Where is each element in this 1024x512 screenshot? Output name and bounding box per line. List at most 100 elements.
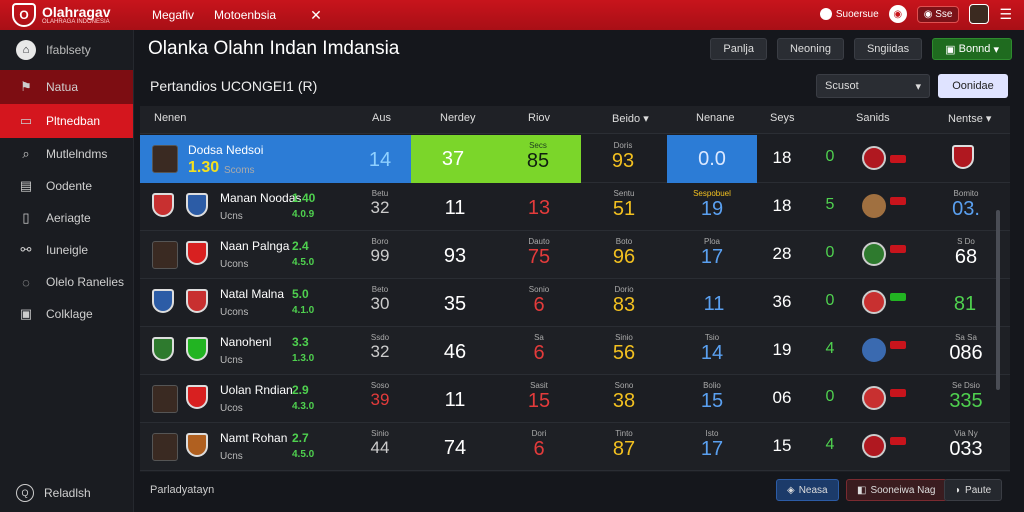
- col-header-6[interactable]: Seys: [770, 112, 795, 124]
- chevron-down-icon: ▾: [915, 80, 921, 93]
- sidebar-item-3[interactable]: ⌕ Mutlelndms: [0, 138, 133, 170]
- col-header-4[interactable]: Beido ▾: [612, 113, 649, 125]
- stat-cell: Boto 96: [596, 237, 652, 269]
- table-row[interactable]: Uolan Rndian 2.9 Ucos 4.3.0 Soso 39 11 Sa…: [140, 375, 1010, 423]
- stat-cell: Soso 39: [360, 381, 400, 410]
- sidebar-item-4[interactable]: ▤ Oodente: [0, 170, 133, 202]
- top-bar: O Olahragav OLAHRAGA INDONESIA Megafiv M…: [0, 0, 1024, 30]
- player-rating-secondary: 4.3.0: [292, 401, 315, 412]
- stat-label: Sinio: [371, 429, 389, 438]
- tag-icon: [890, 197, 906, 205]
- account-pill[interactable]: ◉ Sse: [916, 5, 960, 23]
- player-rating-secondary: 4.5.0: [292, 449, 315, 460]
- club-crest-icon: [152, 193, 174, 217]
- table-row[interactable]: Nanohenl 3.3 Ucns 1.3.0 Ssdo 32 46 Sa 6 Si…: [140, 327, 1010, 375]
- stat-value: 0.0: [698, 148, 726, 170]
- close-icon[interactable]: ✕: [310, 6, 322, 23]
- stat-cell: Boro 99: [360, 237, 400, 266]
- stat-label: Ploa: [703, 237, 720, 246]
- sidebar-bottom-item[interactable]: Q Reladlsh: [16, 484, 91, 502]
- logo-subtitle: OLAHRAGA INDONESIA: [42, 19, 110, 25]
- stat-value: 93: [443, 245, 467, 267]
- club-crest-icon: [186, 385, 208, 409]
- toolbar-green-button[interactable]: ▣ Bonnd ▾: [932, 38, 1012, 60]
- status-indicator[interactable]: Suoersue: [819, 8, 879, 20]
- primary-button[interactable]: Oonidae: [938, 74, 1008, 98]
- sidebar-item-1[interactable]: ⚑ Natua: [0, 70, 133, 104]
- footer-button-1[interactable]: ◈ Neasa: [776, 479, 839, 501]
- nav-item-1[interactable]: Megafiv: [152, 8, 195, 22]
- stat-cell: Sono 38: [596, 381, 652, 413]
- stat-label: Ssdo: [370, 333, 390, 342]
- stat-label: Dauto: [528, 237, 550, 246]
- sidebar-item-6[interactable]: ⚯ Iuneigle: [0, 234, 133, 266]
- player-rating: 2.7: [292, 431, 309, 445]
- toolbar-button-2[interactable]: Neoning: [776, 38, 844, 60]
- filter-select[interactable]: Scusot ▾: [816, 74, 930, 98]
- nav-item-2[interactable]: Motoenbsia: [214, 8, 277, 22]
- stat-label: Tinto: [615, 429, 633, 438]
- notification-icon[interactable]: ◉: [888, 5, 907, 23]
- player-cell: Dodsa Nedsoi 1.30 Scoms 14: [140, 135, 411, 183]
- club-crest-icon: [186, 193, 208, 217]
- team-badge-icon: [862, 242, 886, 266]
- stat-cell: Sasit 15: [514, 381, 564, 413]
- col-header-2[interactable]: Nerdey: [440, 112, 476, 124]
- stat-value: 83: [612, 294, 636, 316]
- col-header-8[interactable]: Nentse ▾: [948, 113, 992, 125]
- sidebar-item-5[interactable]: ▯ Aeriagte: [0, 202, 133, 234]
- col-header-name[interactable]: Nenen: [154, 112, 187, 124]
- stat-label: Se Dsio: [951, 381, 980, 390]
- stat-value: 35: [443, 293, 467, 315]
- footer-button-3[interactable]: ◗ Paute: [944, 479, 1003, 501]
- sidebar-header[interactable]: ⌂ Ifablsety: [0, 30, 133, 70]
- col-header-7[interactable]: Sanids: [856, 112, 890, 124]
- table-row[interactable]: Namt Rohan 2.7 Ucns 4.5.0 Sinio 44 74 Dor…: [140, 423, 1010, 471]
- player-rating: 3.3: [292, 335, 309, 349]
- club-crest-icon: [186, 289, 208, 313]
- stat-cell: Via Ny 033: [936, 429, 996, 461]
- footer-button-2[interactable]: ◧ Sooneiwa Nag: [846, 479, 947, 501]
- table-row[interactable]: Dodsa Nedsoi 1.30 Scoms 14 37 Secs 85 Do…: [140, 135, 1010, 183]
- col-header-5[interactable]: Nenane: [696, 112, 735, 124]
- stat-label: Sa: [534, 333, 544, 342]
- user-avatar[interactable]: [969, 4, 990, 24]
- stat-cell-green: 37: [411, 135, 495, 183]
- sidebar-item-8[interactable]: ▣ Colklage: [0, 298, 133, 330]
- stat-label: Boto: [615, 237, 633, 246]
- table-row[interactable]: Natal Malna 5.0 Ucons 4.1.0 Beto 30 35 So…: [140, 279, 1010, 327]
- toolbar-green-label: Bonnd: [958, 43, 991, 55]
- stat-value: 36: [772, 292, 792, 311]
- table-row[interactable]: Naan Palnga 2.4 Ucons 4.5.0 Boro 99 93 Da…: [140, 231, 1010, 279]
- col-header-3[interactable]: Riov: [528, 112, 551, 124]
- stat-label: Sasit: [530, 381, 548, 390]
- col-header-4-label: Beido: [612, 113, 641, 125]
- stat-label: Betu: [371, 189, 389, 198]
- player-name: Dodsa Nedsoi: [188, 143, 264, 157]
- stat-cell: Sinio 44: [360, 429, 400, 458]
- toolbar-button-1[interactable]: Panlja: [710, 38, 767, 60]
- app-logo[interactable]: O Olahragav OLAHRAGA INDONESIA: [12, 3, 132, 27]
- link-icon: ⚯: [20, 242, 32, 257]
- toolbar-button-3[interactable]: Sngiidas: [853, 38, 923, 60]
- col-header-1[interactable]: Aus: [372, 112, 391, 124]
- stat-value: 99: [370, 246, 390, 265]
- stat-value: 11: [444, 389, 466, 411]
- stat-cell: Dauto 75: [514, 237, 564, 269]
- scrollbar[interactable]: [996, 210, 1000, 390]
- stat-value: 81: [953, 293, 977, 315]
- menu-icon[interactable]: ☰: [999, 5, 1012, 22]
- tag-icon: [890, 245, 906, 253]
- sidebar-item-2[interactable]: ▭ Pltnedban: [0, 104, 133, 138]
- section-subtitle: Pertandios UCONGEI1 (R): [150, 78, 318, 94]
- stat-value: 0: [825, 148, 835, 165]
- stat-cell: Sentu 51: [596, 189, 652, 221]
- sidebar-item-7[interactable]: ◌ Olelo Ranelies: [0, 266, 133, 298]
- stat-label: Isto: [705, 429, 719, 438]
- stat-value: 68: [954, 246, 978, 268]
- shield-logo-icon: O: [12, 3, 36, 27]
- stat-value: 30: [370, 294, 390, 313]
- player-name: Nanohenl: [220, 335, 272, 349]
- bookmark-icon: ◧: [857, 484, 867, 496]
- table-row[interactable]: Manan Noodas 1.40 Ucns 4.0.9 Betu 32 11 1…: [140, 183, 1010, 231]
